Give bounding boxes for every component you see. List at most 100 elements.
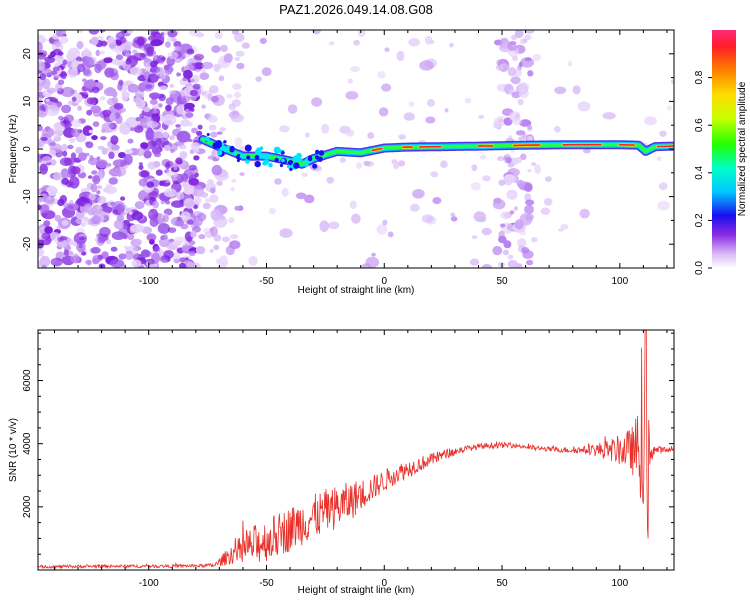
noise-blob (129, 66, 142, 76)
noise-blob (499, 63, 510, 72)
noise-blob (114, 166, 127, 177)
noise-blob (39, 203, 50, 214)
noise-blob (239, 172, 245, 176)
colorbar-tick-label: 0.0 (694, 261, 705, 275)
ridge-core-red (656, 145, 674, 148)
spectrogram-xlabel: Height of straight line (km) (298, 285, 415, 296)
noise-blob (162, 130, 169, 139)
noise-blob (60, 70, 67, 80)
noise-blob (179, 257, 186, 263)
noise-blob (43, 220, 51, 227)
noise-blob (176, 72, 181, 77)
noise-blob (376, 224, 388, 235)
noise-blob (58, 79, 65, 85)
noise-blob (71, 255, 81, 264)
noise-blob (173, 165, 178, 171)
noise-blob (101, 128, 107, 133)
noise-blob (667, 105, 672, 111)
noise-blob (502, 249, 509, 256)
y-tick-label: 4000 (22, 432, 33, 455)
noise-blob (241, 42, 250, 49)
noise-blob (118, 152, 126, 159)
noise-blob (228, 216, 235, 224)
x-tick-label: 50 (496, 276, 508, 287)
snr-ticks: -100 -50 0 50 100 2000 4000 6000 (22, 330, 674, 589)
noise-blob (162, 215, 169, 223)
noise-blob (232, 83, 242, 90)
noise-blob (477, 216, 487, 223)
noise-blob (172, 191, 177, 195)
noise-blob (143, 61, 149, 67)
noise-blob (70, 152, 77, 160)
noise-blob (150, 60, 158, 68)
noise-blob (159, 180, 164, 186)
noise-blob (531, 162, 537, 167)
noise-blob (382, 219, 388, 226)
noise-blob (202, 202, 211, 210)
noise-blob (213, 244, 220, 251)
noise-blob (512, 55, 518, 61)
noise-blob (108, 123, 114, 129)
noise-blob (106, 97, 117, 106)
noise-blob (450, 216, 458, 222)
noise-blob (91, 135, 98, 141)
noise-blob (218, 75, 225, 82)
snr-frame (37, 329, 675, 571)
noise-blob (165, 104, 172, 112)
noise-blob (188, 58, 195, 63)
noise-blob (163, 144, 171, 152)
noise-blob (295, 192, 307, 200)
noise-blob (46, 87, 57, 94)
ridge-speckle (254, 155, 260, 160)
noise-blob (185, 112, 194, 118)
noise-blob (146, 181, 155, 188)
noise-blob (507, 67, 517, 77)
noise-blob (526, 135, 534, 142)
noise-blob (92, 121, 100, 127)
noise-blob (138, 178, 148, 187)
noise-blob (167, 51, 179, 59)
noise-blob (175, 124, 181, 128)
noise-blob (527, 168, 532, 173)
noise-blob (279, 125, 290, 133)
noise-blob (349, 200, 357, 210)
noise-blob (518, 61, 523, 68)
snr-xlabel: Height of straight line (km) (298, 585, 415, 596)
noise-blob (524, 30, 535, 34)
noise-blob (78, 30, 83, 33)
noise-blob (54, 214, 62, 222)
noise-blob (328, 221, 340, 230)
noise-blob (207, 96, 213, 102)
noise-blob (520, 153, 527, 161)
noise-blob (127, 83, 139, 93)
noise-blob (347, 78, 353, 84)
noise-blob (471, 164, 478, 172)
y-tick-label: -20 (22, 237, 33, 252)
noise-blob (500, 211, 511, 220)
noise-blob (99, 50, 105, 55)
noise-blob (440, 160, 448, 168)
noise-blob (540, 207, 551, 215)
noise-blob (321, 123, 330, 134)
noise-blob (88, 30, 100, 35)
noise-blob (152, 200, 159, 209)
noise-blob (121, 94, 129, 102)
noise-blob (230, 187, 235, 192)
noise-blob (274, 178, 282, 185)
noise-blob (560, 224, 569, 230)
noise-blob (136, 147, 145, 157)
ridge-speckle (274, 157, 279, 163)
noise-blob (162, 234, 168, 240)
noise-blob (113, 219, 125, 230)
noise-blob (182, 173, 189, 183)
noise-blob (398, 160, 406, 167)
noise-blob (470, 182, 481, 191)
noise-blob (144, 195, 150, 200)
noise-blob (111, 112, 122, 122)
noise-blob (86, 97, 95, 105)
noise-blob (644, 116, 657, 126)
noise-blob (524, 183, 533, 192)
noise-blob (102, 109, 112, 117)
noise-blob (67, 68, 78, 78)
colorbar-tick-label: 0.2 (694, 213, 705, 227)
